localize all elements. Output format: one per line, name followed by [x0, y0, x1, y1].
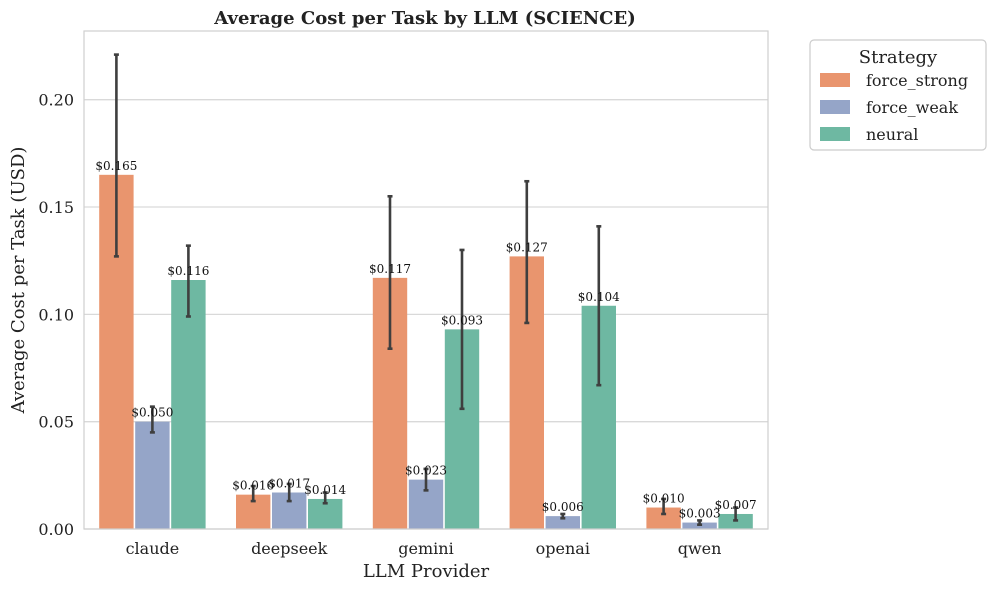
legend-swatch-neural: [820, 127, 850, 141]
x-tick-label-deepseek: deepseek: [251, 539, 328, 558]
data-label-neural-qwen: $0.007: [715, 498, 757, 512]
y-axis-label: Average Cost per Task (USD): [8, 147, 29, 415]
bar-force_weak-openai: [545, 516, 580, 529]
data-labels: $0.165 $0.050 $0.116 $0.016$0.017$0.014 $0.1…: [95, 159, 756, 521]
x-tick-label-qwen: qwen: [678, 539, 722, 558]
chart-title: Average Cost per Task by LLM (SCIENCE): [213, 8, 635, 29]
legend-box: [809, 39, 987, 151]
data-label-force_weak-openai: $0.006: [542, 500, 584, 514]
y-tick-label: 0.15: [38, 198, 74, 217]
data-label-force_strong-openai: $0.127: [506, 240, 548, 254]
y-tick-label: 0.10: [38, 305, 74, 324]
data-label-force_weak-qwen: $0.003: [679, 507, 721, 521]
x-tick-label-openai: openai: [536, 539, 590, 558]
data-label-neural-claude: $0.116: [167, 264, 209, 278]
bar-force_weak-claude: [135, 421, 170, 529]
data-label-neural-openai: $0.104: [578, 290, 620, 304]
data-label-force_strong-gemini: $0.117: [369, 262, 411, 276]
legend-swatch-force_strong: [820, 73, 850, 87]
data-label-neural-gemini: $0.093: [441, 313, 483, 327]
legend-label-neural: neural: [866, 125, 918, 144]
data-label-force_strong-claude: $0.165: [95, 159, 137, 173]
y-tick-label: 0.20: [38, 91, 74, 110]
data-label-force_weak-deepseek: $0.017: [268, 477, 310, 491]
plot-frame: [83, 30, 769, 530]
data-label-neural-deepseek: $0.014: [304, 483, 346, 497]
legend-label-force_strong: force_strong: [866, 71, 968, 90]
y-tick-label: 0.05: [38, 413, 74, 432]
x-tick-label-claude: claude: [126, 539, 180, 558]
data-label-force_weak-gemini: $0.023: [405, 464, 447, 478]
data-label-force_strong-qwen: $0.010: [643, 492, 685, 506]
legend-label-force_weak: force_weak: [866, 98, 958, 117]
data-label-force_strong-deepseek: $0.016: [232, 479, 274, 493]
x-tick-labels: claude deepseek gemini openai qwen: [126, 539, 722, 558]
legend-title: Strategy: [859, 47, 938, 68]
error-bars: [113, 53, 739, 527]
bar-neural-claude: [171, 280, 206, 529]
y-tick-label: 0.00: [38, 520, 74, 539]
x-tick-label-gemini: gemini: [398, 539, 453, 558]
legend-swatch-force_weak: [820, 100, 850, 114]
bar-force_strong-qwen: [646, 507, 681, 529]
y-tick-labels: 0.00 0.05 0.10 0.15 0.20: [38, 91, 74, 539]
data-label-force_weak-claude: $0.050: [131, 406, 173, 420]
x-axis-label: LLM Provider: [363, 561, 490, 582]
